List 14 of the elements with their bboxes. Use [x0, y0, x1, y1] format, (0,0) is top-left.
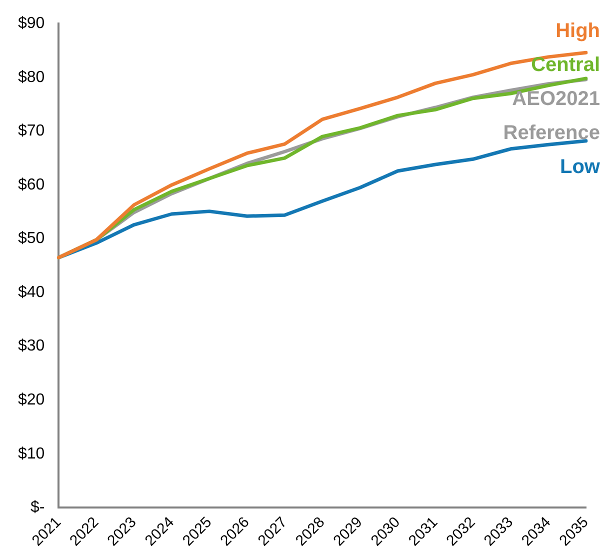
y-tick-label: $10 — [18, 445, 45, 462]
y-tick-label: $40 — [18, 284, 45, 301]
y-tick-label: $20 — [18, 392, 45, 409]
series-label: Central — [531, 54, 600, 76]
y-tick-label: $80 — [18, 68, 45, 86]
y-tick-label: $70 — [18, 122, 45, 140]
y-tick-label: $50 — [18, 230, 45, 248]
y-tick-label: $- — [30, 499, 45, 516]
y-tick-label: $90 — [18, 15, 45, 32]
series-label: AEO2021 Reference — [503, 88, 600, 144]
series-label: High — [556, 20, 600, 42]
series-label: Low — [560, 156, 600, 178]
y-tick-label: $60 — [18, 176, 45, 194]
y-tick-label: $30 — [18, 338, 45, 355]
